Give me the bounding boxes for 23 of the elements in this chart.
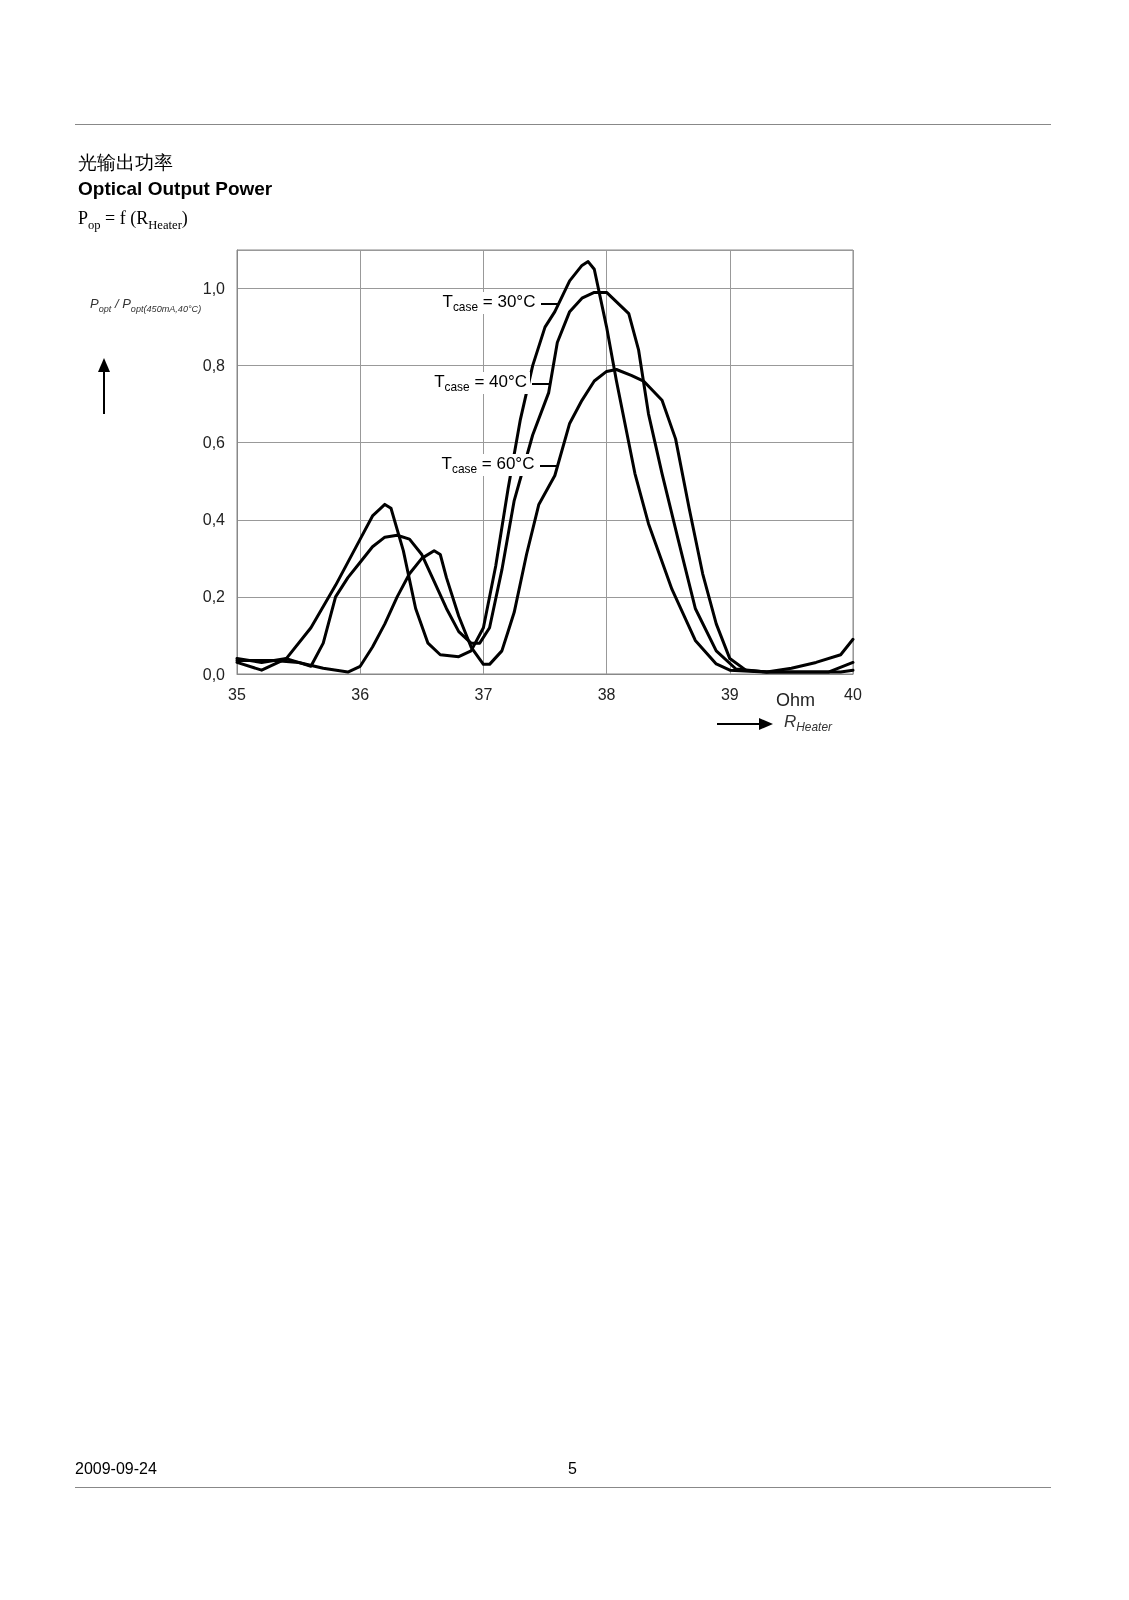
chart-title: 光输出功率 — [78, 151, 173, 175]
y-tick-label: 0,0 — [202, 665, 226, 683]
y-tick-label: 0,6 — [202, 434, 226, 452]
y-tick-label: 0,8 — [202, 357, 226, 375]
y-tick-label: 0,2 — [202, 588, 226, 606]
legend-label: T$_{case}$ = 40°C — [431, 372, 531, 395]
y-axis-title: P$_{opt}$ / P$_{opt(450mA,40°C)}$ — [90, 296, 202, 314]
x-tick-label: 40 — [844, 685, 862, 703]
legend-label: T$_{case}$ = 30°C — [439, 292, 539, 315]
chart-subtitle: Optical Output Power — [78, 178, 273, 200]
legend-label: T$_{case}$ = 60°C — [438, 454, 538, 477]
text: P$_{op}$ = f (R$_{Heater}$) — [78, 208, 188, 233]
y-tick-label: 0,4 — [202, 511, 226, 529]
text: Ohm — [776, 690, 816, 711]
text: 5 — [568, 1460, 577, 1478]
x-tick-label: 35 — [228, 685, 246, 703]
x-tick-label: 36 — [351, 685, 370, 703]
x-tick-label: 38 — [597, 685, 616, 703]
x-tick-label: 37 — [474, 685, 493, 703]
text: 2009-09-24 — [75, 1460, 157, 1478]
x-tick-label: 39 — [720, 685, 739, 703]
y-tick-label: 1,0 — [202, 280, 226, 298]
x-axis-title: R$_{Heater}$ — [784, 712, 832, 735]
